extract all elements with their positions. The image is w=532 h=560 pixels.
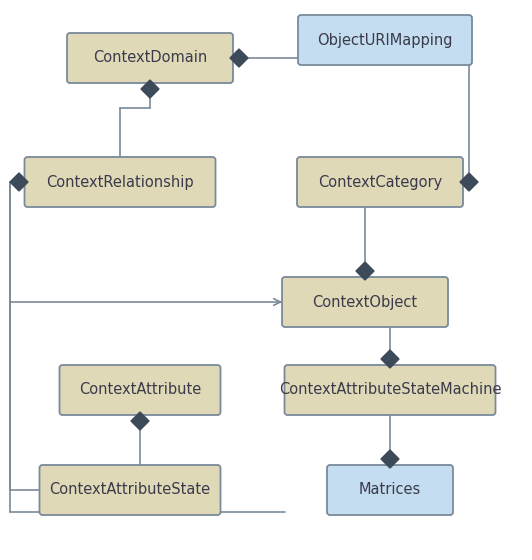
Text: ContextAttributeStateMachine: ContextAttributeStateMachine (279, 382, 501, 398)
Text: ContextRelationship: ContextRelationship (46, 175, 194, 189)
Text: ContextAttributeState: ContextAttributeState (49, 483, 211, 497)
FancyBboxPatch shape (67, 33, 233, 83)
Text: ContextAttribute: ContextAttribute (79, 382, 201, 398)
FancyBboxPatch shape (298, 15, 472, 65)
FancyBboxPatch shape (327, 465, 453, 515)
FancyBboxPatch shape (297, 157, 463, 207)
Text: ContextDomain: ContextDomain (93, 50, 207, 66)
Polygon shape (381, 450, 399, 468)
Text: ObjectURIMapping: ObjectURIMapping (317, 32, 453, 48)
FancyBboxPatch shape (285, 365, 495, 415)
FancyBboxPatch shape (60, 365, 220, 415)
Polygon shape (141, 80, 159, 98)
Polygon shape (131, 412, 149, 430)
Polygon shape (356, 262, 374, 280)
Polygon shape (230, 49, 248, 67)
Text: ContextObject: ContextObject (312, 295, 418, 310)
FancyBboxPatch shape (39, 465, 220, 515)
FancyBboxPatch shape (24, 157, 215, 207)
Polygon shape (381, 350, 399, 368)
Text: Matrices: Matrices (359, 483, 421, 497)
Polygon shape (460, 173, 478, 191)
FancyBboxPatch shape (282, 277, 448, 327)
Text: ContextCategory: ContextCategory (318, 175, 442, 189)
Polygon shape (10, 173, 28, 191)
